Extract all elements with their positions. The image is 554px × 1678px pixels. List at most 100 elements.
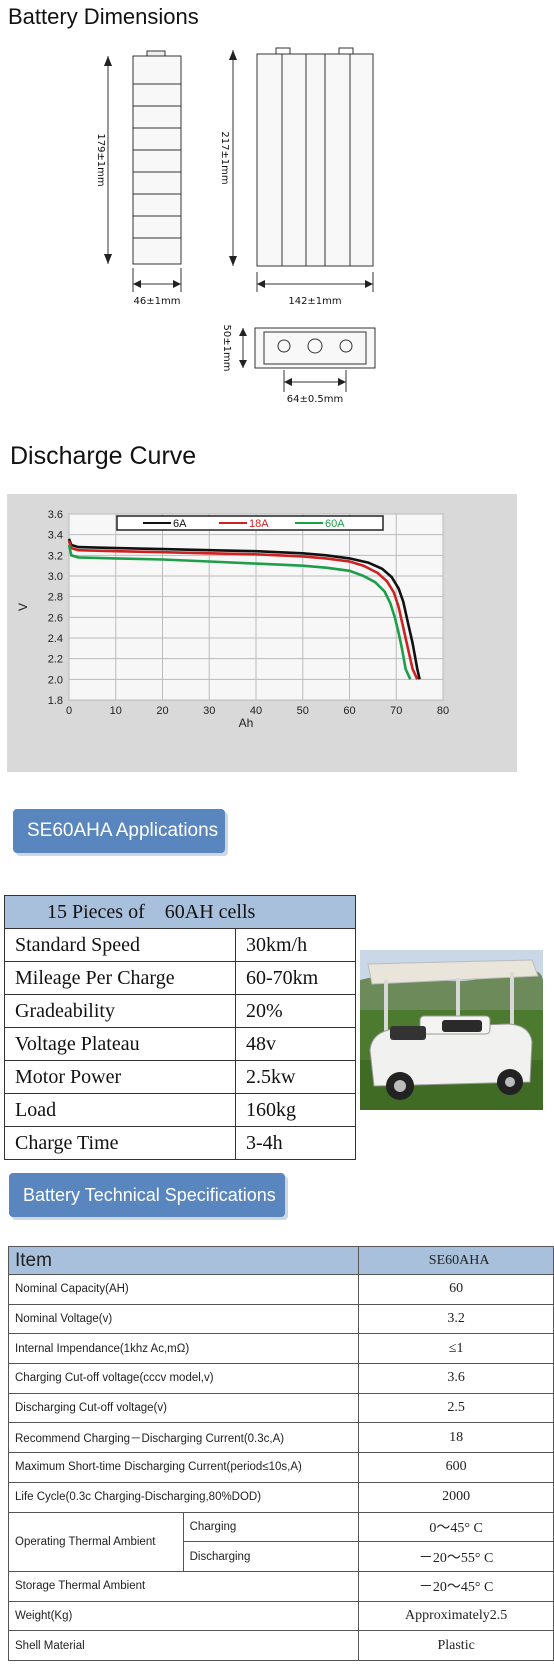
specifications-table-header-row: Item SE60AHA bbox=[7, 1246, 554, 1275]
table-row: Shell Material Plastic bbox=[7, 1630, 554, 1661]
application-spec-label: Gradeability bbox=[4, 994, 236, 1028]
table-row: Charging Cut-off voltage(cccv model,v) 3.… bbox=[7, 1363, 554, 1394]
y-axis-label: V bbox=[16, 603, 30, 611]
applications-table: 15 Pieces of 60AH cells Standard Speed 30… bbox=[4, 895, 356, 1160]
spec-value: －20～45° C bbox=[358, 1570, 554, 1602]
table-row: Discharging －20～55° C bbox=[9, 1541, 554, 1572]
applications-button[interactable]: SE60AHA Applications bbox=[13, 809, 225, 853]
table-row: Weight(Kg) Approximately2.5 bbox=[7, 1600, 554, 1632]
spec-label: Maximum Short-time Discharging Current(p… bbox=[7, 1452, 360, 1483]
discharge-chart-svg: 3.6 3.4 3.2 3.0 2.8 2.6 2.4 2.2 2.0 1.80 10 20 30 40 5… bbox=[16, 509, 449, 730]
application-spec-label: Charge Time bbox=[4, 1126, 236, 1160]
y-tick-label: 3.0 bbox=[48, 571, 63, 583]
table-row: Maximum Short-time Discharging Current(p… bbox=[7, 1452, 554, 1483]
specifications-header-item: Item bbox=[7, 1246, 360, 1275]
application-spec-value: 60-70km bbox=[235, 961, 356, 995]
applications-table-header: 15 Pieces of 60AH cells bbox=[4, 895, 356, 929]
operating-thermal-label: Operating Thermal Ambient bbox=[8, 1511, 184, 1572]
spec-label: Recommend Charging－Discharging Current(0… bbox=[7, 1422, 360, 1454]
spec-value: 3.2 bbox=[358, 1303, 554, 1335]
table-row: Nominal Capacity(AH) 60 bbox=[7, 1274, 554, 1305]
x-tick-label: 70 bbox=[390, 705, 402, 717]
applications-button-label: SE60AHA Applications bbox=[27, 820, 219, 841]
legend-label: 18A bbox=[249, 518, 269, 530]
application-spec-value: 48v bbox=[235, 1027, 356, 1061]
spec-label: Charging Cut-off voltage(cccv model,v) bbox=[7, 1363, 360, 1394]
spec-value: 600 bbox=[358, 1452, 554, 1483]
discharge-title: Discharge Curve bbox=[10, 442, 197, 470]
y-tick-label: 3.2 bbox=[48, 550, 63, 562]
table-row: Internal Impendance(1khz Ac,mΩ) ≤1 bbox=[7, 1333, 554, 1365]
spec-value: 2000 bbox=[358, 1481, 554, 1513]
x-tick-label: 20 bbox=[156, 705, 168, 717]
y-tick-label: 2.4 bbox=[48, 633, 63, 645]
x-tick-label: 10 bbox=[110, 705, 122, 717]
table-row: Nominal Voltage(v) 3.2 bbox=[7, 1303, 554, 1335]
x-tick-label: 60 bbox=[343, 705, 355, 717]
table-row: Discharging Cut-off voltage(v) 2.5 bbox=[7, 1392, 554, 1424]
top-depth-label: 50±1mm bbox=[221, 325, 232, 372]
dimension-drawing: 179±1mm 46±1mm 217±1mm 142±1mm 50±1mm 64… bbox=[95, 47, 376, 405]
y-tick-label: 2.2 bbox=[48, 654, 63, 666]
application-spec-label: Load bbox=[4, 1093, 236, 1127]
spec-label: Weight(Kg) bbox=[7, 1600, 360, 1632]
discharging-value: －20～55° C bbox=[358, 1541, 554, 1572]
spec-value: Approximately2.5 bbox=[358, 1600, 554, 1632]
y-tick-label: 2.0 bbox=[48, 674, 63, 686]
legend-label: 60A bbox=[325, 518, 345, 530]
x-axis-label: Ah bbox=[239, 716, 254, 730]
discharge-chart: 3.6 3.4 3.2 3.0 2.8 2.6 2.4 2.2 2.0 1.8 0 10 20 30 40 5… bbox=[7, 494, 517, 772]
x-tick-label: 30 bbox=[203, 705, 215, 717]
table-row: Motor Power 2.5kw bbox=[4, 1060, 356, 1094]
specifications-button-label: Battery Technical Specifications bbox=[23, 1184, 276, 1205]
side-height-label: 179±1mm bbox=[95, 133, 106, 186]
y-tick-label: 3.4 bbox=[48, 530, 63, 542]
table-row: Charge Time 3-4h bbox=[4, 1126, 356, 1160]
spec-value: 2.5 bbox=[358, 1392, 554, 1424]
table-row: Life Cycle(0.3c Charging-Discharging,80%… bbox=[7, 1481, 554, 1513]
y-tick-label: 3.6 bbox=[48, 509, 63, 521]
application-spec-label: Voltage Plateau bbox=[4, 1027, 236, 1061]
applications-table-header-row: 15 Pieces of 60AH cells bbox=[4, 895, 356, 929]
y-tick-label: 2.6 bbox=[48, 612, 63, 624]
application-spec-label: Mileage Per Charge bbox=[4, 961, 236, 995]
spec-value: 60 bbox=[358, 1274, 554, 1305]
specifications-header-model: SE60AHA bbox=[358, 1246, 554, 1275]
spec-value: 18 bbox=[358, 1422, 554, 1454]
table-row: Standard Speed 30km/h bbox=[4, 928, 356, 962]
legend-box bbox=[116, 515, 384, 531]
table-row: Load 160kg bbox=[4, 1093, 356, 1127]
application-spec-value: 2.5kw bbox=[235, 1060, 356, 1094]
spec-label: Internal Impendance(1khz Ac,mΩ) bbox=[7, 1333, 360, 1365]
spec-label: Discharging Cut-off voltage(v) bbox=[7, 1392, 360, 1424]
front-height-label: 217±1mm bbox=[219, 131, 230, 184]
spec-value: Plastic bbox=[358, 1630, 554, 1661]
charging-label: Charging bbox=[182, 1511, 360, 1543]
application-spec-value: 30km/h bbox=[235, 928, 356, 962]
application-spec-value: 160kg bbox=[235, 1093, 356, 1127]
spec-label: Storage Thermal Ambient bbox=[7, 1570, 360, 1602]
y-tick-label: 1.8 bbox=[48, 695, 63, 707]
spec-label: Life Cycle(0.3c Charging-Discharging,80%… bbox=[7, 1481, 360, 1513]
spec-label: Nominal Voltage(v) bbox=[7, 1303, 360, 1335]
spec-label: Nominal Capacity(AH) bbox=[7, 1274, 360, 1305]
spec-label: Shell Material bbox=[7, 1630, 360, 1661]
spec-value: 3.6 bbox=[358, 1363, 554, 1394]
x-tick-label: 40 bbox=[250, 705, 262, 717]
application-spec-value: 3-4h bbox=[235, 1126, 356, 1160]
y-tick-label: 2.8 bbox=[48, 592, 63, 604]
table-row: Voltage Plateau 48v bbox=[4, 1027, 356, 1061]
spec-value: ≤1 bbox=[358, 1333, 554, 1365]
table-row: Gradeability 20% bbox=[4, 994, 356, 1028]
table-row: Storage Thermal Ambient －20～45° C bbox=[7, 1570, 554, 1602]
application-spec-value: 20% bbox=[235, 994, 356, 1028]
x-tick-label: 0 bbox=[66, 705, 72, 717]
golf-cart-photo bbox=[360, 950, 543, 1110]
application-spec-label: Standard Speed bbox=[4, 928, 236, 962]
table-row: Mileage Per Charge 60-70km bbox=[4, 961, 356, 995]
specifications-button[interactable]: Battery Technical Specifications bbox=[9, 1173, 285, 1217]
charging-value: 0～45° C bbox=[358, 1511, 554, 1543]
specifications-table: Item SE60AHA Nominal Capacity(AH) 60 Nomin… bbox=[7, 1246, 554, 1661]
front-width-label: 142±1mm bbox=[288, 296, 341, 307]
terminal-spacing-label: 64±0.5mm bbox=[287, 394, 344, 405]
